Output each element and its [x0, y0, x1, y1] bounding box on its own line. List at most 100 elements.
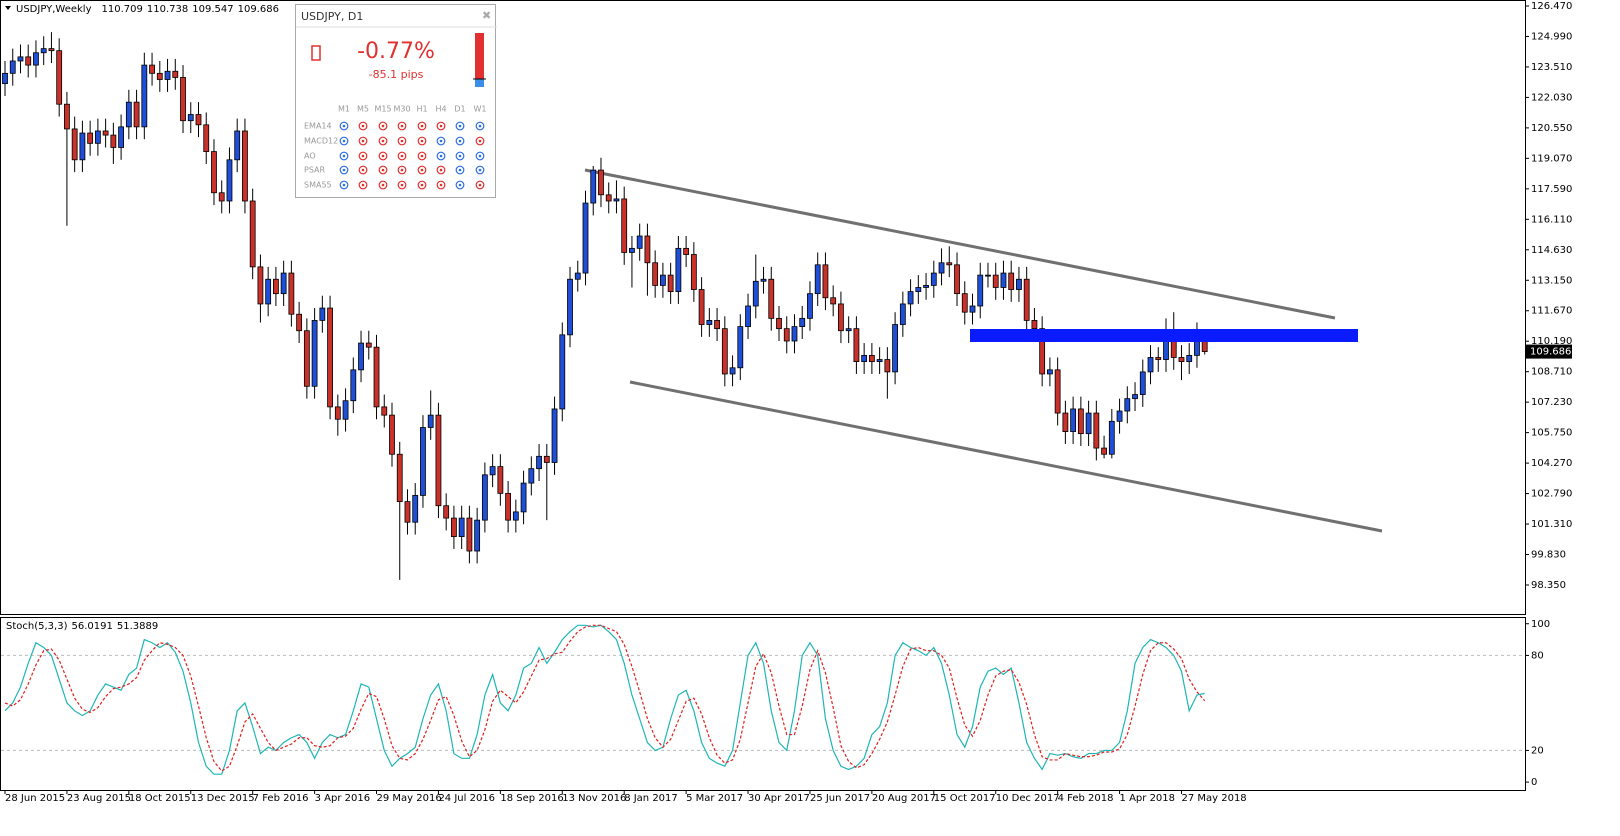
signal-ring	[397, 151, 407, 161]
x-tick-label: 30 Apr 2017	[748, 793, 810, 804]
candle-body	[25, 56, 32, 66]
candle-body	[683, 247, 690, 255]
signal-ring	[378, 121, 388, 131]
candle-body	[876, 359, 883, 362]
direction-icon	[311, 45, 321, 61]
candle-body	[907, 291, 914, 305]
signal-dot	[458, 183, 462, 187]
x-tick-label: 29 May 2016	[377, 793, 442, 804]
y-tick-label: 102.790	[1531, 489, 1572, 500]
signal-dot	[439, 139, 443, 143]
signal-dot	[439, 183, 443, 187]
signal-ring	[436, 121, 446, 131]
candle-body	[1008, 272, 1015, 290]
candle-body	[814, 264, 821, 295]
signal-ring	[397, 121, 407, 131]
widget-canvas: USDJPY, D1 ✖ -0.77% -85.1 pips M1 M5 M15 M3…	[296, 9, 497, 190]
y-tick-label: 110.190	[1531, 336, 1572, 347]
candle-body	[830, 297, 837, 305]
candle-body	[582, 202, 589, 274]
candle-body	[915, 287, 922, 292]
candle-body	[172, 70, 179, 78]
signal-ring	[436, 165, 446, 175]
candle-body	[838, 303, 844, 332]
candle-body	[265, 278, 272, 305]
signal-ring	[417, 180, 427, 190]
candle-body	[605, 194, 612, 202]
candle-body	[598, 169, 604, 196]
signal-ring	[397, 180, 407, 190]
signal-dot	[342, 168, 346, 172]
candle-body	[474, 519, 481, 552]
resistance-zone[interactable]	[970, 329, 1358, 342]
signal-ring	[339, 121, 349, 131]
signal-ring	[378, 151, 388, 161]
candle-body	[272, 278, 279, 295]
indicator-label: PSAR	[304, 166, 326, 175]
signal-dot	[439, 168, 443, 172]
signal-dot	[361, 139, 365, 143]
candle-body	[125, 101, 132, 128]
indicator-label: AO	[304, 152, 316, 161]
stoch-panel	[0, 617, 1526, 791]
y-tick-label: 123.510	[1531, 62, 1572, 73]
signal-ring	[475, 136, 485, 146]
timeframe-label: M30	[393, 105, 410, 114]
candle-body	[1139, 371, 1146, 395]
x-tick-label: 20 Aug 2017	[872, 793, 936, 804]
widget-close[interactable]: ✖	[482, 9, 491, 22]
candle-body	[729, 367, 736, 375]
signal-dot	[381, 183, 385, 187]
signal-ring	[455, 180, 465, 190]
candle-body	[1023, 278, 1030, 321]
candle-body	[389, 414, 395, 455]
signal-dot	[458, 154, 462, 158]
candle-body	[187, 114, 194, 122]
signal-ring	[475, 180, 485, 190]
signal-dot	[381, 139, 385, 143]
candle-body	[698, 289, 705, 325]
candle-body	[102, 130, 109, 136]
trend-line-upper[interactable]	[584, 168, 1336, 320]
candle-body	[1000, 272, 1007, 288]
candle-body	[721, 328, 728, 375]
change-percent: -0.77%	[357, 39, 435, 64]
stoch-line	[4, 624, 1205, 775]
timeframe-label: H4	[435, 105, 446, 114]
candle-body	[164, 70, 171, 80]
signal-dot	[478, 139, 482, 143]
timeframe-label: M15	[374, 105, 391, 114]
signal-ring	[397, 136, 407, 146]
y-tick-label: 101.310	[1531, 519, 1572, 530]
signal-ring	[417, 151, 427, 161]
signal-dot	[420, 154, 424, 158]
change-pips: -85.1 pips	[369, 68, 424, 81]
candle-body	[644, 235, 651, 264]
candle-body	[752, 280, 759, 307]
trend-line-lower[interactable]	[629, 380, 1383, 533]
candle-body	[71, 128, 78, 161]
stoch-line	[4, 624, 1206, 772]
candle-body	[427, 414, 434, 428]
candle-body	[303, 330, 310, 387]
y-tick-label: 104.270	[1531, 458, 1572, 469]
signal-dot	[400, 124, 404, 128]
menu-arrow[interactable]	[5, 6, 11, 10]
gauge-red	[475, 33, 484, 79]
candle-body	[667, 274, 674, 292]
candle-body	[861, 355, 868, 362]
candle-body	[311, 320, 318, 387]
candle-body	[807, 293, 813, 319]
candle-body	[768, 278, 775, 319]
candle-body	[505, 492, 512, 521]
candle-body	[776, 317, 782, 330]
signal-dot	[420, 168, 424, 172]
candle-body	[551, 408, 558, 463]
candle-body	[226, 159, 233, 202]
x-tick-label: 18 Sep 2016	[500, 793, 563, 804]
signal-ring	[397, 165, 407, 175]
candle-body	[799, 317, 806, 327]
signal-dot	[342, 154, 346, 158]
candle-body	[149, 64, 155, 74]
signal-dot	[478, 124, 482, 128]
